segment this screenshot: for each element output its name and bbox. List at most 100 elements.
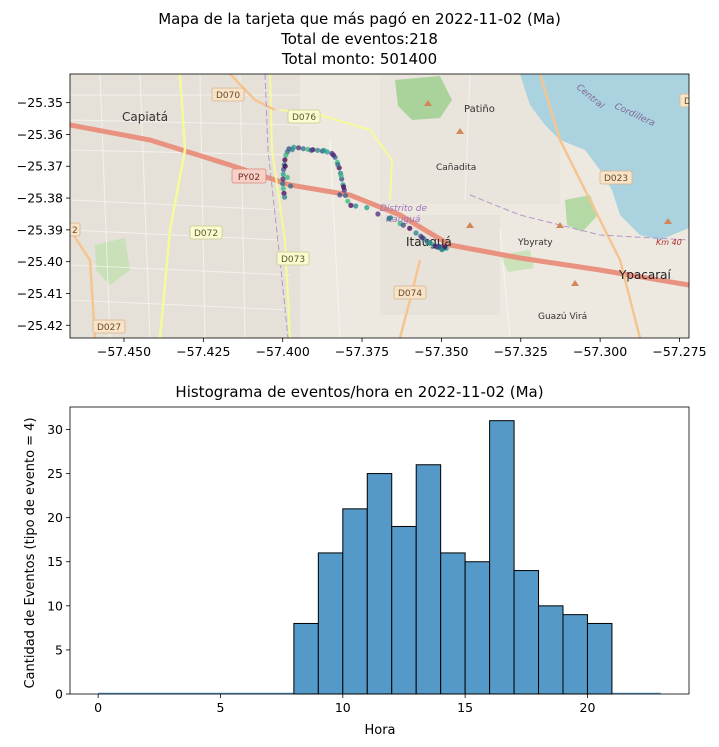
event-point: [282, 194, 288, 200]
event-point: [364, 205, 370, 211]
place-label-patino: Patiño: [464, 104, 495, 115]
histogram-x-tick-label: 0: [94, 700, 102, 715]
event-point: [296, 145, 302, 151]
lake-ypacarai: [520, 74, 689, 240]
histogram-y-label: Cantidad de Eventos (tipo de evento = 4): [23, 417, 38, 688]
road-shield-d073: D073: [276, 251, 310, 266]
histogram-y-tick-label: 15: [47, 554, 63, 569]
map-x-tick-label: −57.300: [573, 344, 627, 359]
place-label-distrito-line2: Itauguá: [386, 215, 421, 225]
road-shield-d074: D074: [393, 285, 427, 300]
road-shield-label: PY02: [238, 173, 260, 183]
event-point: [280, 185, 286, 192]
histogram-y-tick-label: 0: [55, 687, 63, 702]
place-label-distrito-line1: Distrito de: [380, 204, 427, 214]
map-x-tick-label: −57.325: [494, 344, 548, 359]
event-point: [280, 171, 286, 177]
peak-marker-3: [466, 222, 474, 228]
event-point: [288, 183, 294, 189]
map-y-tick-label: −25.40: [17, 254, 63, 269]
histogram-bar: [391, 525, 417, 695]
histogram-bar: [464, 561, 491, 695]
map-y-tick-label: −25.38: [17, 191, 63, 206]
histogram-y-tick-label: 20: [47, 510, 63, 525]
event-point: [283, 152, 289, 158]
event-point: [413, 230, 419, 236]
histogram-bar: [366, 473, 393, 695]
place-label-canadita: Cañadita: [436, 163, 476, 173]
road-shield-label: D074: [398, 289, 422, 299]
map-y-tick-label: −25.39: [17, 222, 63, 237]
event-point: [280, 181, 286, 187]
place-label-ybyraty: Ybyraty: [517, 238, 553, 248]
event-point: [345, 198, 351, 204]
histogram-bar: [415, 464, 442, 695]
map-y-tick-label: −25.42: [17, 318, 63, 333]
event-point: [341, 184, 347, 190]
histogram-bar: [489, 420, 515, 695]
road-d027: [70, 229, 97, 338]
histogram-panel: 0 5 10 15 20 0 5 10 15 20 25 30 Hora Cantidad de E…: [23, 406, 690, 738]
map-panel: D070 D076 PY02 D072 D073 D074: [17, 73, 707, 359]
histogram-bar: [342, 508, 368, 695]
histogram-x-tick-label: 15: [457, 700, 473, 715]
event-point: [337, 192, 343, 198]
event-points: [280, 144, 449, 253]
road-shield-edge-left: 2: [70, 222, 81, 237]
map-y-tick-label: −25.36: [17, 127, 63, 142]
histogram-x-label: Hora: [364, 723, 395, 738]
road-shield-d023: D023: [599, 170, 633, 185]
event-point: [280, 176, 286, 182]
event-point: [436, 243, 442, 249]
histogram-bar: [538, 605, 564, 695]
peak-marker-5: [571, 280, 579, 286]
histogram-x-tick-label: 20: [580, 700, 596, 715]
event-point: [375, 211, 381, 217]
map-x-tick-label: −57.275: [652, 344, 706, 359]
event-point: [400, 222, 406, 228]
map-basemap: D070 D076 PY02 D072 D073 D074: [70, 74, 689, 338]
road-shield-label: D072: [194, 229, 218, 239]
road-shield-label: D073: [281, 255, 305, 265]
event-point: [348, 202, 354, 208]
map-y-tick-label: −25.35: [17, 95, 63, 110]
map-y-tick-label: −25.41: [17, 286, 63, 301]
event-point: [308, 147, 314, 153]
event-point: [353, 203, 359, 209]
event-point: [315, 147, 321, 153]
histogram-x-tick-label: 5: [216, 700, 224, 715]
road-d074: [398, 259, 422, 338]
road-d073: [269, 74, 291, 338]
park-area-2: [565, 195, 598, 232]
histogram-bar: [440, 552, 466, 695]
map-x-tick-label: −57.425: [176, 344, 230, 359]
event-point: [289, 147, 295, 153]
event-point: [330, 152, 337, 158]
histogram-x-tick-label: 10: [335, 700, 351, 715]
histogram-y-tick-label: 25: [47, 466, 63, 481]
event-point: [282, 157, 288, 163]
peak-marker-4: [556, 222, 564, 228]
histogram-bar: [586, 622, 613, 695]
event-point: [335, 162, 341, 168]
map-x-tick-label: −57.350: [414, 344, 468, 359]
district-boundary-1: [264, 74, 289, 338]
road-shield-label: D070: [216, 91, 240, 101]
histogram-bar: [562, 614, 588, 695]
road-d023: [538, 74, 642, 338]
histogram-y-tick-label: 5: [55, 642, 63, 657]
road-shield-d027: D027: [92, 319, 126, 334]
histogram-y-axis: 0 5 10 15 20 25 30: [47, 422, 70, 702]
street-grid: [70, 74, 511, 338]
histogram-x-axis: 0 5 10 15 20: [94, 694, 595, 715]
highway-py02: [70, 122, 689, 288]
event-point: [284, 174, 290, 180]
event-point: [439, 247, 445, 253]
histogram-bar: [317, 552, 344, 695]
event-point: [321, 147, 327, 153]
park-area-1: [395, 76, 452, 120]
map-frame: [69, 73, 690, 339]
event-point: [419, 235, 425, 241]
road-shield-label: D076: [292, 113, 316, 123]
